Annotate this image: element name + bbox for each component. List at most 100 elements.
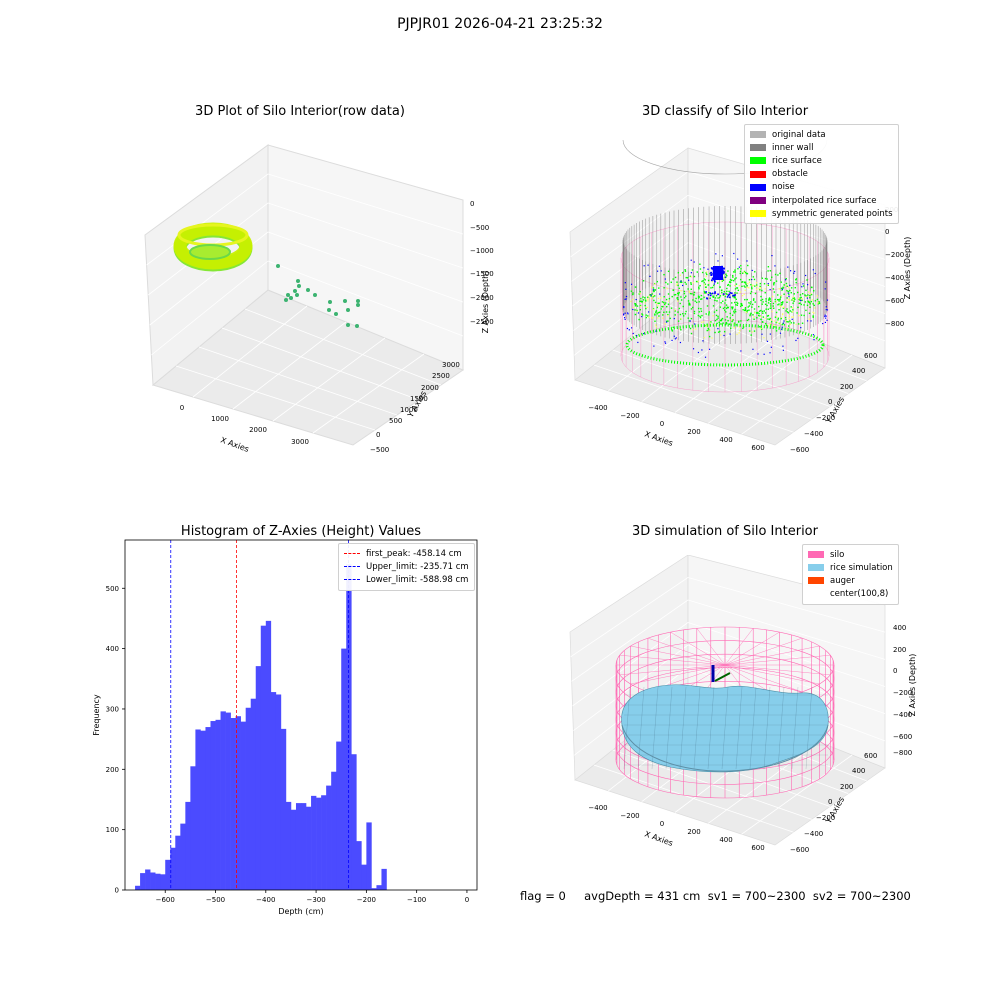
noise-point bbox=[627, 313, 629, 315]
rice-point bbox=[713, 311, 716, 313]
rice-point bbox=[768, 299, 770, 302]
y-tick-label: 600 bbox=[864, 352, 877, 360]
rice-point bbox=[667, 303, 670, 305]
mesh-line bbox=[805, 686, 813, 770]
rice-point bbox=[694, 300, 696, 302]
rice-point bbox=[708, 314, 710, 316]
rice-point bbox=[672, 278, 674, 280]
symmetric-point bbox=[662, 317, 664, 319]
noise-point bbox=[623, 306, 625, 309]
histogram-bar bbox=[311, 795, 317, 890]
rice-point bbox=[705, 313, 707, 315]
y-tick-label: 400 bbox=[106, 645, 119, 653]
rice-point bbox=[760, 328, 763, 330]
rice-point bbox=[767, 284, 769, 286]
noise-point bbox=[782, 345, 784, 347]
symmetric-point bbox=[709, 321, 711, 324]
rice-point bbox=[733, 296, 735, 299]
z-tick-label: −800 bbox=[893, 749, 912, 757]
rice-point bbox=[713, 284, 715, 287]
rice-point bbox=[701, 298, 703, 300]
rice-point bbox=[663, 273, 665, 276]
rice-point bbox=[781, 302, 784, 304]
symmetric-point bbox=[652, 294, 654, 297]
noise-point bbox=[767, 282, 769, 285]
rice-point bbox=[689, 327, 692, 330]
grid-line bbox=[571, 599, 689, 682]
rice-point bbox=[788, 325, 790, 327]
symmetric-point bbox=[632, 298, 634, 301]
histogram-bar bbox=[361, 864, 367, 890]
noise-point bbox=[824, 321, 827, 324]
y-tick-label: 0 bbox=[115, 887, 119, 895]
scatter-point bbox=[346, 323, 350, 327]
rice-point bbox=[682, 315, 685, 317]
noise-point bbox=[710, 279, 713, 282]
histogram-bar bbox=[341, 648, 347, 890]
rice-point bbox=[812, 303, 814, 305]
silo-spoke bbox=[724, 664, 803, 693]
symmetric-point bbox=[666, 287, 668, 290]
rice-point bbox=[751, 287, 753, 290]
rice-point bbox=[760, 299, 762, 302]
rice-point bbox=[764, 291, 766, 294]
rice-point bbox=[717, 315, 719, 318]
rice-point bbox=[731, 308, 733, 310]
rice-point bbox=[748, 302, 750, 304]
rice-point bbox=[739, 305, 742, 308]
histogram-bar bbox=[270, 692, 277, 890]
symmetric-point bbox=[679, 274, 682, 276]
symmetric-point bbox=[792, 296, 794, 298]
rice-point bbox=[799, 294, 802, 296]
rice-point bbox=[698, 301, 700, 303]
histogram-bar bbox=[210, 721, 216, 890]
rice-point bbox=[655, 311, 657, 313]
rice-point bbox=[753, 318, 755, 320]
rice-point bbox=[639, 290, 641, 293]
silo-spoke bbox=[724, 664, 820, 685]
x-axis-label: X Axies bbox=[643, 829, 674, 848]
rice-point bbox=[652, 287, 655, 289]
noise-point bbox=[630, 327, 633, 329]
rice-point bbox=[810, 293, 813, 296]
rice-point bbox=[658, 315, 660, 317]
rice-point bbox=[699, 316, 702, 319]
y-tick-label: 2500 bbox=[432, 372, 450, 380]
grid-line bbox=[175, 365, 376, 431]
x-axis-label: X Axies bbox=[219, 435, 250, 454]
rice-point bbox=[738, 320, 740, 323]
symmetric-point bbox=[792, 316, 794, 318]
rice-point bbox=[734, 278, 736, 280]
symmetric-point bbox=[709, 329, 711, 331]
histogram-bar bbox=[295, 803, 302, 890]
noise-point bbox=[791, 318, 793, 320]
symmetric-point bbox=[664, 323, 666, 325]
histogram-bar bbox=[185, 801, 191, 890]
rice-point bbox=[731, 306, 733, 308]
y-tick-label: 600 bbox=[864, 752, 877, 760]
z-tick-label: 400 bbox=[893, 624, 906, 632]
noise-point bbox=[717, 260, 719, 262]
symmetric-point bbox=[712, 315, 714, 317]
rice-point bbox=[745, 282, 747, 284]
symmetric-point bbox=[795, 323, 797, 326]
symmetric-point bbox=[647, 300, 649, 302]
y-tick-label: 300 bbox=[106, 705, 119, 713]
z-tick-label: −2000 bbox=[470, 294, 494, 302]
rice-point bbox=[774, 298, 776, 301]
scatter-point bbox=[306, 288, 310, 292]
symmetric-point bbox=[749, 328, 751, 330]
rice-point bbox=[752, 299, 755, 301]
rice-point bbox=[678, 307, 680, 310]
x-tick-label: 1000 bbox=[211, 415, 229, 423]
symmetric-point bbox=[731, 319, 733, 321]
symmetric-point bbox=[743, 293, 745, 295]
rice-point bbox=[669, 317, 671, 320]
rice-point bbox=[683, 292, 686, 295]
rice-point bbox=[752, 276, 755, 278]
rice-point bbox=[729, 281, 732, 284]
z-tick-label: −1000 bbox=[470, 247, 494, 255]
symmetric-point bbox=[764, 288, 766, 290]
noise-point bbox=[826, 309, 829, 311]
legend-label: obstacle bbox=[772, 169, 808, 180]
